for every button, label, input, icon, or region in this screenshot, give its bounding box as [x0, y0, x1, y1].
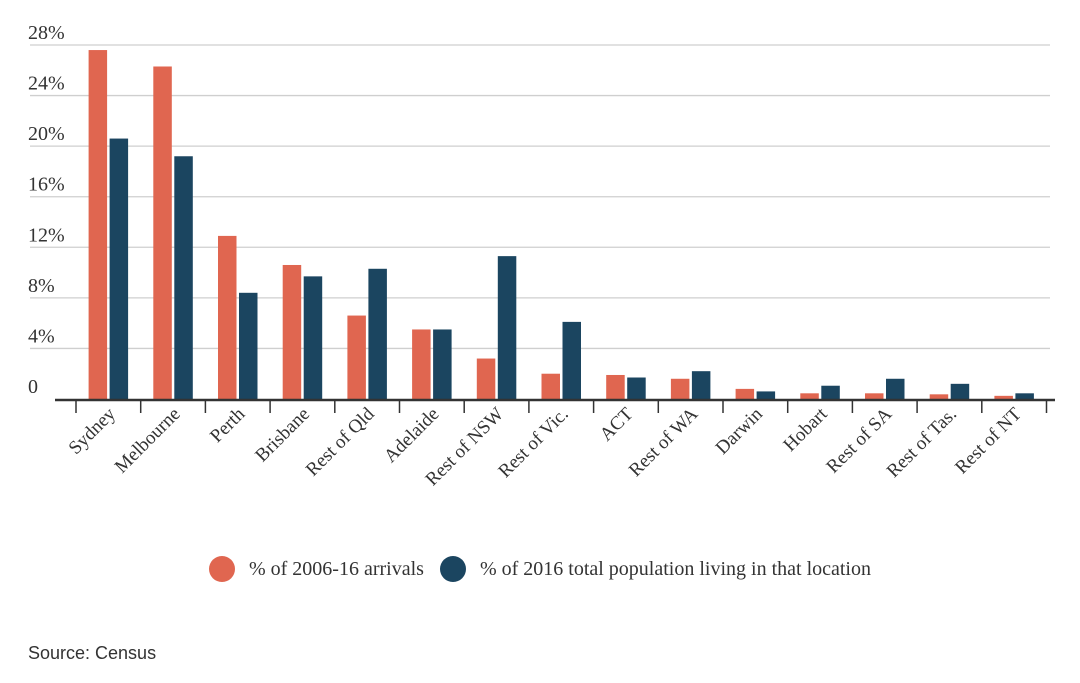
legend: % of 2006-16 arrivals % of 2016 total po… [0, 556, 1080, 582]
bar-population[interactable] [627, 377, 646, 399]
bar-arrivals[interactable] [994, 395, 1013, 399]
x-tick-label: Perth [206, 403, 250, 447]
bar-population[interactable] [239, 292, 258, 399]
bar-population[interactable] [109, 138, 129, 400]
bar-population[interactable] [562, 321, 582, 399]
bar-arrivals[interactable] [476, 358, 496, 399]
bar-population[interactable] [756, 391, 776, 399]
bar-population[interactable] [821, 385, 840, 399]
bar-arrivals[interactable] [929, 394, 949, 399]
legend-swatch-population [439, 556, 466, 582]
bar-arrivals[interactable] [88, 50, 108, 400]
x-tick-label: Rest of Tas. [883, 404, 961, 482]
bar-arrivals[interactable] [282, 264, 302, 399]
y-tick-label: 0 [28, 376, 38, 398]
bar-arrivals[interactable] [800, 393, 819, 399]
bar-arrivals[interactable] [606, 374, 625, 399]
bar-population[interactable] [497, 256, 517, 399]
x-tick-label: Adelaide [380, 404, 443, 467]
bar-population[interactable] [1015, 393, 1034, 399]
x-tick-label: Melbourne [111, 404, 185, 478]
x-tick-label: Sydney [65, 403, 121, 459]
bars [88, 50, 1034, 400]
legend-label-population: % of 2016 total population living in tha… [479, 557, 871, 580]
x-tick-label: Rest of WA [625, 403, 702, 480]
bar-population[interactable] [303, 276, 323, 399]
bar-arrivals[interactable] [865, 393, 884, 399]
bar-arrivals[interactable] [153, 66, 172, 399]
bar-arrivals[interactable] [218, 235, 237, 399]
y-tick-label: 20% [28, 123, 65, 145]
source-note: Source: Census [28, 643, 157, 663]
bar-arrivals[interactable] [412, 329, 431, 399]
y-tick-label: 4% [28, 325, 55, 347]
bar-arrivals[interactable] [347, 315, 366, 399]
x-tick-label: Brisbane [251, 404, 314, 467]
legend-label-arrivals: % of 2006-16 arrivals [248, 557, 424, 580]
y-tick-label: 16% [28, 174, 65, 196]
x-tick-label: Rest of Vic. [494, 404, 572, 482]
bar-arrivals[interactable] [735, 388, 755, 399]
bar-population[interactable] [368, 268, 387, 399]
y-axis-ticks: 0 4% 8% 12% 16% 20% 24% 28% [28, 22, 65, 398]
y-tick-label: 24% [28, 73, 65, 95]
x-tick-label: Rest of NT [951, 403, 1026, 478]
bar-population[interactable] [691, 371, 711, 399]
bar-population[interactable] [174, 156, 193, 399]
legend-item-arrivals[interactable]: % of 2006-16 arrivals [208, 556, 424, 582]
legend-item-population[interactable]: % of 2016 total population living in tha… [439, 556, 871, 582]
y-tick-label: 28% [28, 22, 65, 44]
y-tick-label: 12% [28, 224, 65, 246]
bar-population[interactable] [950, 383, 970, 399]
x-tick-label: Rest of Qld [302, 403, 379, 480]
bar-population[interactable] [433, 329, 452, 399]
bar-population[interactable] [886, 378, 905, 399]
y-tick-label: 8% [28, 275, 55, 297]
bar-arrivals[interactable] [541, 373, 561, 399]
gridlines [30, 44, 1050, 350]
x-tick-label: Darwin [712, 403, 767, 458]
bar-arrivals[interactable] [670, 378, 690, 399]
x-tick-label: ACT [596, 403, 638, 445]
legend-swatch-arrivals [208, 556, 235, 582]
